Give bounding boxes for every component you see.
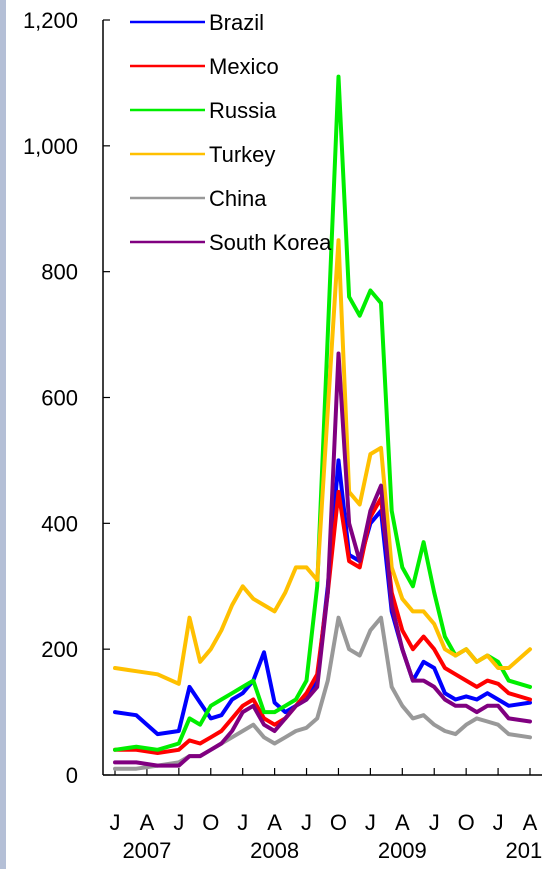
x-tick-year-label: 2009	[378, 838, 427, 863]
y-tick-label: 200	[41, 637, 78, 662]
x-tick-month-label: J	[365, 810, 376, 835]
x-tick-month-label: J	[173, 810, 184, 835]
y-axis-tick-labels: 0 200 400 600 800 1,000 1,200	[23, 8, 78, 788]
chart-legend: Brazil Mexico Russia Turkey China South Korea	[130, 10, 332, 255]
x-tick-month-label: O	[202, 810, 219, 835]
x-tick-month-label: J	[493, 810, 504, 835]
x-tick-year-label: 2007	[122, 838, 171, 863]
y-tick-label: 1,200	[23, 8, 78, 33]
y-tick-label: 1,000	[23, 134, 78, 159]
x-tick-year-label: 2010	[506, 838, 542, 863]
x-tick-month-label: A	[395, 810, 410, 835]
legend-label-south-korea: South Korea	[209, 230, 332, 255]
chart-series	[115, 77, 530, 769]
x-tick-month-label: O	[458, 810, 475, 835]
x-tick-month-label: A	[523, 810, 538, 835]
x-tick-month-label: J	[429, 810, 440, 835]
x-tick-month-label: J	[237, 810, 248, 835]
legend-label-mexico: Mexico	[209, 54, 279, 79]
x-tick-month-label: J	[110, 810, 121, 835]
legend-label-turkey: Turkey	[209, 142, 275, 167]
legend-label-russia: Russia	[209, 98, 277, 123]
y-tick-label: 600	[41, 386, 78, 411]
y-tick-label: 800	[41, 260, 78, 285]
x-axis-tick-labels: JAJOJAJOJAJOJA2007200820092010	[110, 810, 542, 863]
y-tick-label: 400	[41, 511, 78, 536]
x-tick-year-label: 2008	[250, 838, 299, 863]
x-tick-month-label: O	[330, 810, 347, 835]
x-tick-month-label: A	[140, 810, 155, 835]
x-tick-month-label: J	[301, 810, 312, 835]
x-tick-month-label: A	[267, 810, 282, 835]
legend-label-brazil: Brazil	[209, 10, 264, 35]
legend-label-china: China	[209, 186, 267, 211]
y-tick-label: 0	[66, 763, 78, 788]
